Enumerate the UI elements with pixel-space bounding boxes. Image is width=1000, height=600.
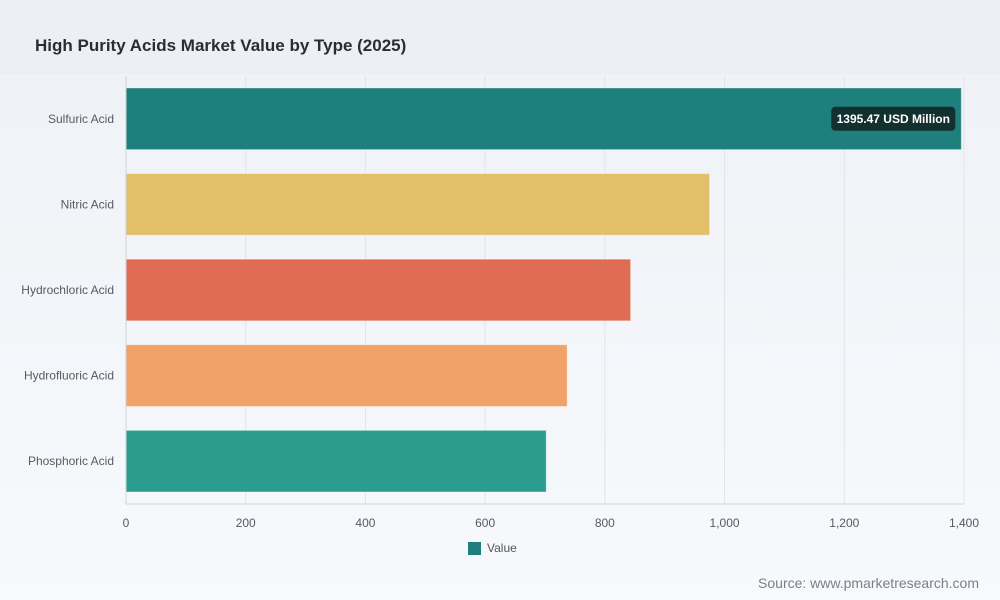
axes [125, 76, 964, 505]
x-tick-label: 1,000 [710, 516, 740, 530]
x-tick-label: 1,400 [949, 516, 979, 530]
legend-label: Value [487, 541, 517, 555]
category-label: Sulfuric Acid [48, 112, 114, 126]
x-tick-label: 1,200 [829, 516, 859, 530]
bars [125, 87, 962, 493]
tooltip: 1395.47 USD Million [831, 106, 956, 131]
bar[interactable] [125, 429, 547, 493]
x-tick-label: 600 [475, 516, 495, 530]
bar[interactable] [125, 258, 632, 322]
bar[interactable] [125, 173, 711, 236]
x-tick-label: 0 [123, 516, 130, 530]
tooltip-box [831, 106, 956, 131]
title-band [0, 0, 1000, 74]
x-tick-labels: 0 200 400 600 800 1,000 1,200 1,400 [123, 516, 980, 530]
chart-title: High Purity Acids Market Value by Type (… [35, 36, 407, 55]
category-label: Phosphoric Acid [28, 454, 114, 468]
source-credit: Source: www.pmarketresearch.com [758, 575, 979, 591]
category-label: Nitric Acid [61, 197, 114, 211]
bar[interactable] [125, 344, 568, 407]
legend[interactable]: Value [468, 541, 517, 555]
category-label: Hydrochloric Acid [21, 283, 114, 297]
x-tick-label: 800 [595, 516, 615, 530]
x-tick-label: 200 [236, 516, 256, 530]
x-tick-label: 400 [355, 516, 375, 530]
category-labels: Sulfuric Acid Nitric Acid Hydrochloric Aci… [21, 112, 114, 468]
legend-swatch [468, 541, 481, 555]
tooltip-text: 1395.47 USD Million [837, 112, 950, 126]
bar[interactable] [125, 87, 962, 151]
category-label: Hydrofluoric Acid [24, 369, 114, 383]
